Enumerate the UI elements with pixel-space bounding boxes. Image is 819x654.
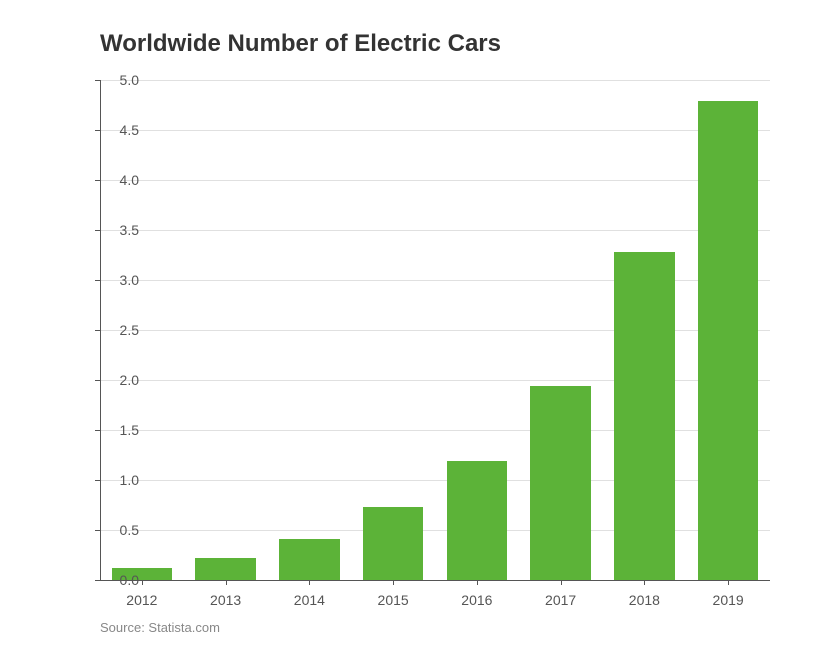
bar [614, 252, 674, 580]
bar [195, 558, 255, 580]
y-tick-label: 1.0 [99, 472, 139, 488]
x-tick-label: 2016 [461, 592, 492, 608]
y-tick-label: 0.0 [99, 572, 139, 588]
source-text: Source: Statista.com [100, 620, 220, 635]
x-tick-label: 2015 [378, 592, 409, 608]
y-tick-label: 0.5 [99, 522, 139, 538]
x-tick-label: 2013 [210, 592, 241, 608]
bar [447, 461, 507, 580]
y-tick-label: 1.5 [99, 422, 139, 438]
gridline [100, 180, 770, 181]
x-tick-label: 2014 [294, 592, 325, 608]
bar [530, 386, 590, 580]
y-tick-label: 2.5 [99, 322, 139, 338]
y-tick-label: 4.5 [99, 122, 139, 138]
x-tick-label: 2012 [126, 592, 157, 608]
gridline [100, 80, 770, 81]
plot-area [100, 80, 770, 580]
y-tick-label: 3.5 [99, 222, 139, 238]
bar [698, 101, 758, 580]
bar [363, 507, 423, 580]
bar [279, 539, 339, 580]
y-tick-label: 4.0 [99, 172, 139, 188]
chart-container: Worldwide Number of Electric Cars Source… [0, 0, 819, 654]
x-tick-label: 2019 [713, 592, 744, 608]
x-tick-label: 2018 [629, 592, 660, 608]
gridline [100, 130, 770, 131]
x-axis-line [100, 580, 770, 581]
y-tick-label: 2.0 [99, 372, 139, 388]
y-tick-label: 5.0 [99, 72, 139, 88]
chart-title: Worldwide Number of Electric Cars [100, 30, 501, 58]
gridline [100, 230, 770, 231]
x-tick-label: 2017 [545, 592, 576, 608]
y-tick-label: 3.0 [99, 272, 139, 288]
